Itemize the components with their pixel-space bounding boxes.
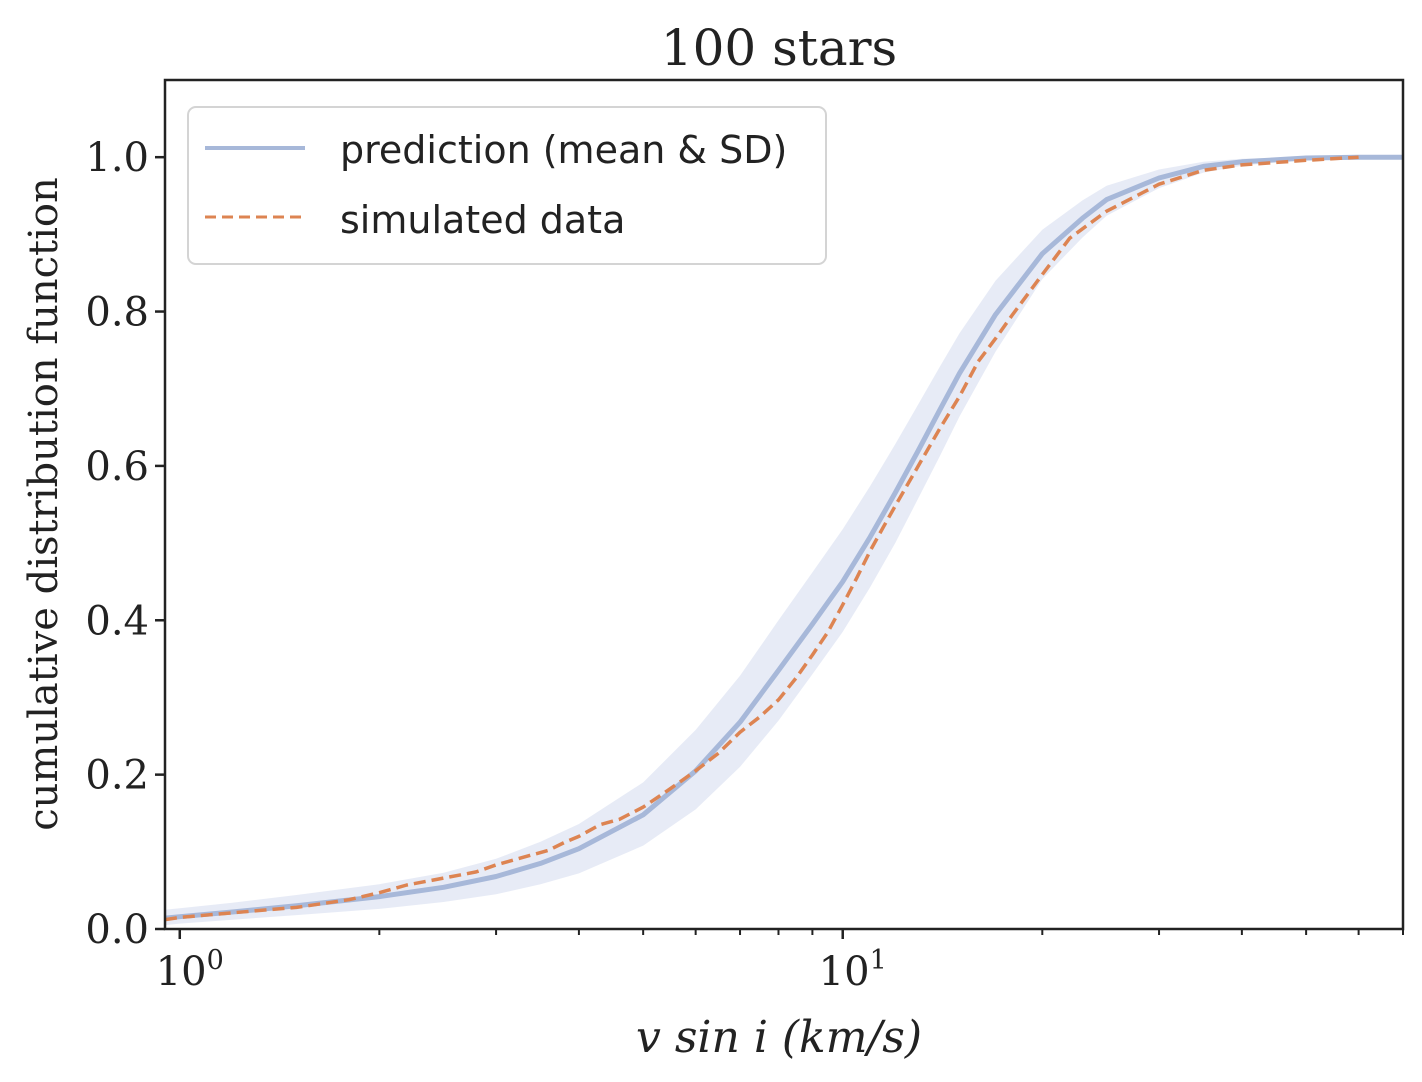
legend-box [187,106,827,265]
axes-frame [163,78,1405,931]
series-line-prediction [165,154,1403,921]
y-tick-label: 0.4 [85,598,149,644]
chart-title: 100 stars [661,19,897,77]
axis-ticks: 0.0 0.2 0.4 0.6 0.8 1.0 100 101 [85,135,1404,995]
legend: prediction (mean & SD) simulated data [187,106,827,265]
y-tick-label: 0.6 [85,444,149,490]
x-axis-label: v sin i (km/s) [636,1012,922,1063]
y-tick-label: 0.2 [85,753,149,799]
series-line-simulated-data [165,155,1359,922]
y-axis-label: cumulative distribution function [21,177,67,831]
y-tick-label: 0.8 [85,290,149,336]
y-tick-label: 0.0 [85,907,149,953]
plot-area [165,154,1403,926]
y-tick-label: 1.0 [85,135,149,181]
x-tick-label: 100 [156,945,224,995]
legend-simulated-data-label: simulated data [340,198,625,242]
x-tick-label: 101 [819,945,887,995]
legend-prediction-label: prediction (mean & SD) [340,128,787,172]
